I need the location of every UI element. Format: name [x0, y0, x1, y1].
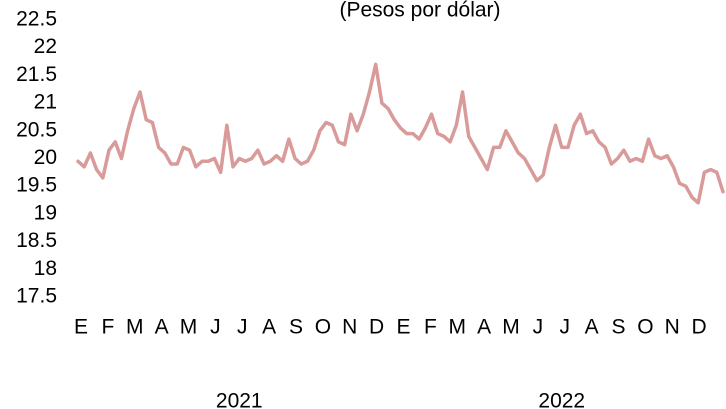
x-tick-label: A	[585, 316, 599, 339]
y-tick-label: 20	[34, 146, 57, 169]
x-tick-label: J	[210, 316, 221, 339]
data-line	[76, 62, 725, 205]
y-tick-label: 20.5	[16, 118, 57, 141]
x-tick-label: N	[665, 316, 680, 339]
y-tick-label: 18.5	[16, 229, 57, 252]
y-tick-label: 17.5	[16, 285, 57, 308]
x-tick-label: D	[692, 316, 707, 339]
year-label: 2022	[538, 390, 585, 409]
x-tick-label: J	[560, 316, 571, 339]
y-tick-label: 18	[34, 257, 57, 280]
chart-subtitle: (Pesos por dólar)	[339, 0, 500, 22]
year-label: 2021	[216, 390, 263, 409]
x-tick-label: A	[477, 316, 491, 339]
x-tick-label: F	[424, 316, 437, 339]
x-tick-label: N	[342, 316, 357, 339]
x-tick-label: S	[289, 316, 303, 339]
x-tick-label: E	[396, 316, 410, 339]
x-tick-label: O	[315, 316, 331, 339]
x-tick-label: D	[369, 316, 384, 339]
x-tick-label: M	[180, 316, 198, 339]
y-tick-label: 22.5	[16, 8, 57, 31]
x-tick-label: A	[155, 316, 169, 339]
x-tick-label: M	[126, 316, 144, 339]
x-tick-label: M	[502, 316, 520, 339]
x-tick-label: S	[611, 316, 625, 339]
x-tick-label: M	[449, 316, 467, 339]
y-tick-label: 22	[34, 35, 57, 58]
y-tick-label: 21.5	[16, 63, 57, 86]
x-tick-label: A	[262, 316, 276, 339]
y-tick-label: 21	[34, 91, 57, 114]
x-tick-label: O	[637, 316, 653, 339]
y-tick-label: 19.5	[16, 174, 57, 197]
x-tick-label: E	[74, 316, 88, 339]
y-tick-label: 19	[34, 201, 57, 224]
x-tick-label: F	[101, 316, 114, 339]
x-tick-label: J	[237, 316, 248, 339]
x-tick-label: J	[533, 316, 544, 339]
